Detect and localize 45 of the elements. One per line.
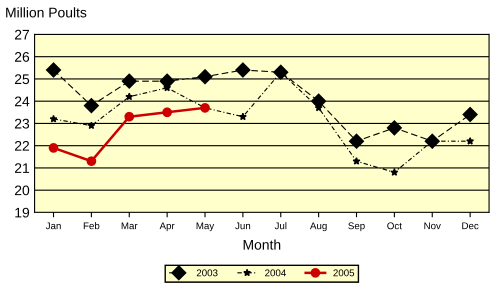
point xyxy=(46,62,62,78)
x-tick-label: Sep xyxy=(348,222,365,232)
point xyxy=(466,137,474,145)
x-tick-label: May xyxy=(196,222,214,232)
y-tick-label: 26 xyxy=(14,52,30,62)
point xyxy=(348,134,364,149)
point xyxy=(162,107,172,118)
point xyxy=(87,121,96,130)
point xyxy=(50,114,58,122)
legend-label: 2004 xyxy=(265,269,286,276)
x-tick-label: Feb xyxy=(84,222,100,230)
x-axis-title: Month xyxy=(244,240,280,250)
y-tick-label: 20 xyxy=(14,185,30,196)
x-tick-label: Jul xyxy=(274,222,286,230)
point xyxy=(352,157,360,165)
point xyxy=(48,143,58,153)
x-tick-label: Nov xyxy=(424,222,441,230)
point xyxy=(84,98,99,114)
x-tick-label: Jun xyxy=(235,222,250,230)
point xyxy=(386,120,402,136)
point xyxy=(122,74,137,89)
point xyxy=(86,156,96,166)
x-tick-label: Apr xyxy=(160,222,175,232)
legend-label: 2003 xyxy=(196,269,218,276)
y-tick-label: 22 xyxy=(14,140,30,151)
point xyxy=(197,69,213,84)
x-tick-label: Jan xyxy=(46,222,61,230)
point xyxy=(125,92,134,100)
y-axis-title: Million Poults xyxy=(6,7,86,18)
y-tick-label: 23 xyxy=(14,118,30,129)
x-tick-label: Dec xyxy=(462,222,479,230)
point xyxy=(124,112,134,122)
point xyxy=(238,112,247,120)
x-tick-label: Aug xyxy=(310,222,327,232)
point xyxy=(235,62,250,78)
y-tick-label: 21 xyxy=(14,163,30,173)
legend-label: 2005 xyxy=(333,269,354,276)
y-tick-label: 27 xyxy=(14,30,30,40)
point xyxy=(462,106,478,122)
y-tick-label: 24 xyxy=(14,96,30,106)
x-tick-label: Mar xyxy=(122,222,138,230)
y-tick-label: 19 xyxy=(15,208,30,218)
y-tick-label: 25 xyxy=(14,74,30,84)
x-tick-label: Oct xyxy=(387,222,402,230)
point xyxy=(390,168,398,176)
